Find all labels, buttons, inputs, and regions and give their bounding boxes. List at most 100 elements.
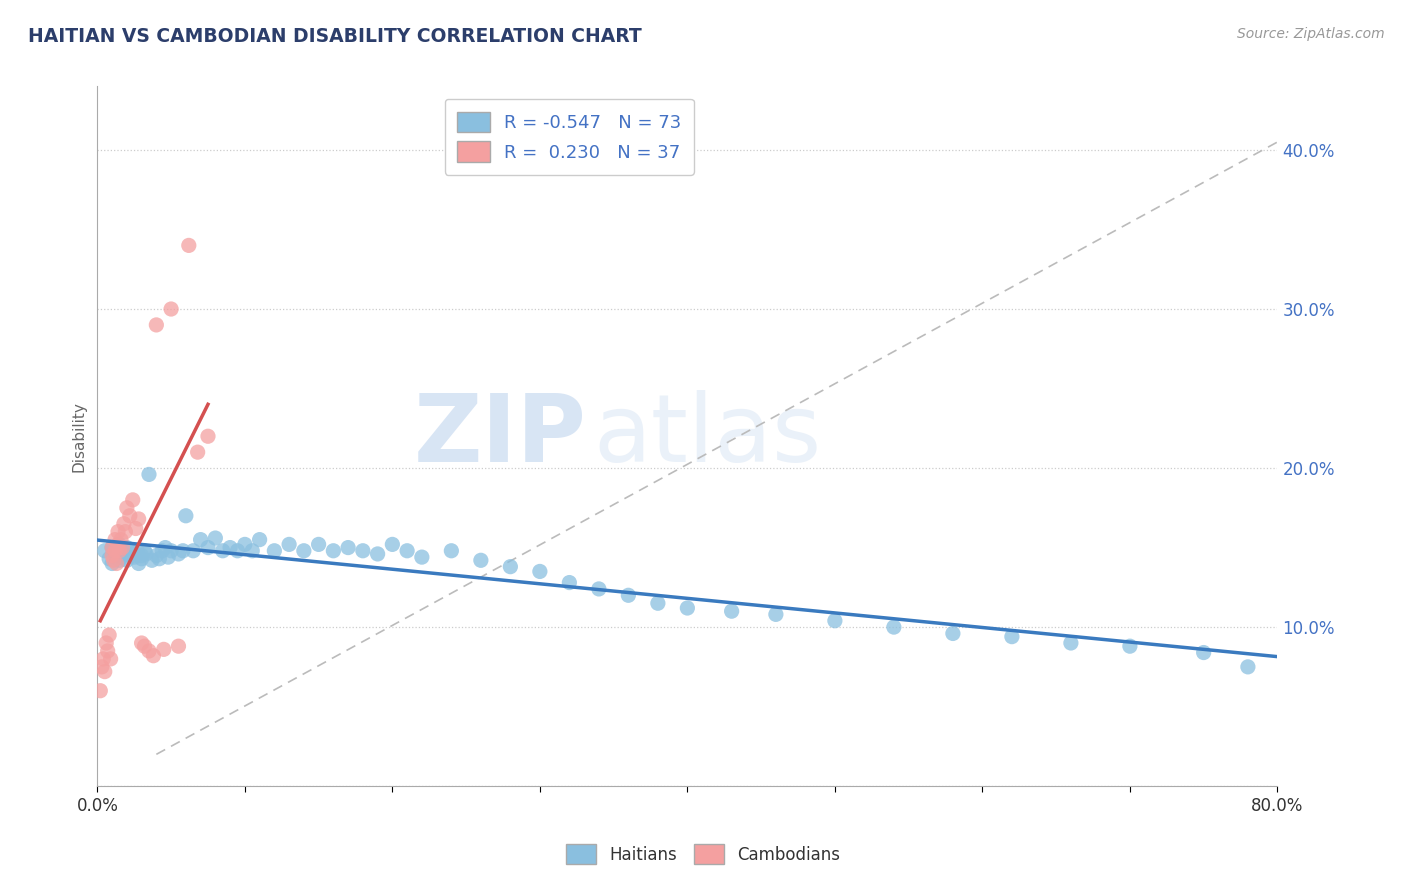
Point xyxy=(145,318,167,332)
Point xyxy=(125,521,148,535)
Point xyxy=(153,541,176,555)
Point xyxy=(647,596,669,610)
Point xyxy=(322,543,344,558)
Point xyxy=(197,541,219,555)
Point xyxy=(765,607,787,622)
Point xyxy=(131,551,153,566)
Point xyxy=(134,543,156,558)
Point xyxy=(240,543,263,558)
Point xyxy=(101,541,124,555)
Point xyxy=(1192,646,1215,660)
Point xyxy=(181,543,204,558)
Point xyxy=(1237,660,1260,674)
Point xyxy=(110,550,132,565)
Point xyxy=(104,533,127,547)
Point xyxy=(107,537,129,551)
Point xyxy=(131,549,153,563)
Point xyxy=(115,500,138,515)
Point xyxy=(145,549,167,563)
Text: ZIP: ZIP xyxy=(415,391,588,483)
Point xyxy=(352,543,374,558)
Point xyxy=(131,636,153,650)
Point xyxy=(138,644,160,658)
Point xyxy=(135,547,157,561)
Point xyxy=(440,543,463,558)
Point xyxy=(148,551,170,566)
Point xyxy=(120,549,142,563)
Point xyxy=(1119,639,1142,653)
Point xyxy=(96,636,118,650)
Point xyxy=(110,533,132,547)
Point xyxy=(1060,636,1083,650)
Point xyxy=(824,614,846,628)
Point xyxy=(112,547,135,561)
Point xyxy=(97,644,120,658)
Point xyxy=(1001,630,1024,644)
Point xyxy=(101,541,124,555)
Point xyxy=(211,543,233,558)
Point xyxy=(204,531,226,545)
Point xyxy=(93,543,115,558)
Point xyxy=(160,543,183,558)
Point xyxy=(138,467,160,482)
Point xyxy=(152,642,174,657)
Point xyxy=(187,445,209,459)
Point xyxy=(121,492,143,507)
Point xyxy=(226,543,249,558)
Point xyxy=(118,508,141,523)
Point xyxy=(103,553,125,567)
Point xyxy=(190,533,212,547)
Point xyxy=(197,429,219,443)
Point xyxy=(249,533,271,547)
Point xyxy=(499,559,522,574)
Point xyxy=(100,652,122,666)
Point xyxy=(558,575,581,590)
Point xyxy=(104,549,127,563)
Text: HAITIAN VS CAMBODIAN DISABILITY CORRELATION CHART: HAITIAN VS CAMBODIAN DISABILITY CORRELAT… xyxy=(28,27,643,45)
Point xyxy=(101,557,124,571)
Point xyxy=(108,553,131,567)
Point xyxy=(105,557,128,571)
Point xyxy=(167,639,190,653)
Point xyxy=(278,537,301,551)
Point xyxy=(98,628,121,642)
Point xyxy=(128,512,150,526)
Point xyxy=(588,582,610,596)
Point xyxy=(883,620,905,634)
Point xyxy=(101,549,124,563)
Point xyxy=(263,543,285,558)
Point xyxy=(128,557,150,571)
Point xyxy=(115,553,138,567)
Point xyxy=(104,543,127,558)
Point xyxy=(89,683,111,698)
Point xyxy=(177,238,200,252)
Point xyxy=(219,541,242,555)
Point xyxy=(676,601,699,615)
Point xyxy=(172,543,194,558)
Point xyxy=(107,524,129,539)
Point xyxy=(111,541,134,555)
Point xyxy=(411,550,433,565)
Point xyxy=(150,543,173,558)
Point xyxy=(292,543,315,558)
Point xyxy=(114,524,136,539)
Point xyxy=(141,553,163,567)
Point xyxy=(337,541,360,555)
Point xyxy=(127,543,149,558)
Point xyxy=(91,652,114,666)
Point xyxy=(160,301,183,316)
Point xyxy=(720,604,742,618)
Point xyxy=(142,648,165,663)
Point xyxy=(381,537,404,551)
Point xyxy=(529,565,551,579)
Point xyxy=(98,551,121,566)
Legend: Haitians, Cambodians: Haitians, Cambodians xyxy=(560,838,846,871)
Point xyxy=(134,639,156,653)
Point xyxy=(167,547,190,561)
Point xyxy=(112,516,135,531)
Point xyxy=(174,508,197,523)
Point xyxy=(308,537,330,551)
Text: atlas: atlas xyxy=(593,391,821,483)
Text: Source: ZipAtlas.com: Source: ZipAtlas.com xyxy=(1237,27,1385,41)
Point xyxy=(396,543,419,558)
